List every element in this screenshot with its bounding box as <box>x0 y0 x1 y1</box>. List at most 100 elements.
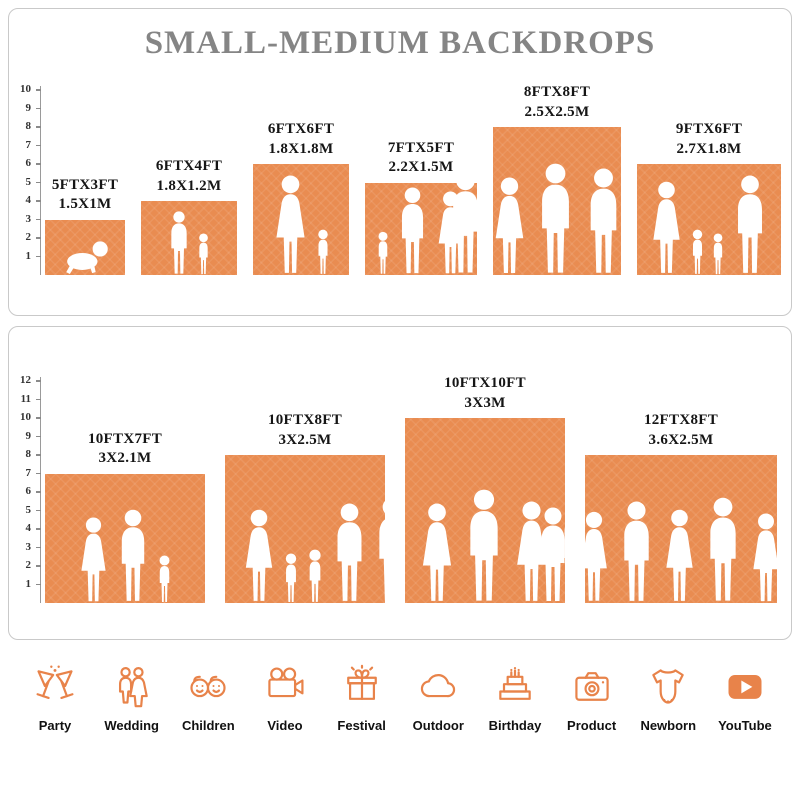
category-row: Party Wedding Children <box>0 664 800 733</box>
medium-large-panel: 1 2 3 4 5 6 7 8 9 10 11 12 10FTX7FT 3X2.… <box>8 326 800 640</box>
size-m: 1.8X1.8M <box>268 140 334 157</box>
size-ft: 7FTX5FT <box>387 139 455 156</box>
ruler-tick: 9 <box>13 430 41 456</box>
ruler-tick: 7 <box>13 139 41 165</box>
size-ft: 10FTX10FT <box>444 375 526 391</box>
small-medium-panel: SMALL-MEDIUM BACKDROPS 1 2 3 4 5 6 7 8 9… <box>8 8 792 316</box>
ruler-tick: 6 <box>13 157 41 183</box>
backdrop-bar <box>253 164 349 275</box>
backdrop-item-6x4: 6FTX4FT 1.8X1.2M <box>141 158 237 275</box>
backdrop-bar <box>637 164 781 275</box>
wedding-icon <box>118 667 148 708</box>
size-m: 1.8X1.2M <box>156 177 222 194</box>
category-outdoor: Outdoor <box>403 664 473 733</box>
ruler-tick: 8 <box>13 448 41 474</box>
ruler-tick: 4 <box>13 522 41 548</box>
size-m: 1.5X1M <box>58 196 112 212</box>
category-youtube: YouTube <box>710 664 780 733</box>
backdrop-size-label: 7FTX5FT 2.2X1.5M <box>388 139 454 178</box>
ruler-tick: 1 <box>13 578 41 604</box>
size-ft: 5FTX3FT <box>51 176 119 193</box>
category-label: YouTube <box>718 718 772 733</box>
backdrop-item-8x8: 8FTX8FT 2.5X2.5M <box>453 84 664 275</box>
size-m: 3X2.1M <box>98 450 152 466</box>
backdrop-size-label: 10FTX7FT 3X2.1M <box>88 430 162 469</box>
ruler-tick: 3 <box>13 541 41 567</box>
size-ft: 9FTX6FT <box>675 121 743 137</box>
ruler-tick: 11 <box>13 393 41 419</box>
ruler-tick: 2 <box>13 231 41 257</box>
category-product: Product <box>557 664 627 733</box>
backdrop-bar <box>141 201 237 275</box>
backdrop-bar <box>541 455 800 603</box>
size-m: 2.5X2.5M <box>524 103 590 120</box>
festival-icon <box>346 664 377 700</box>
mother-child-silhouette <box>270 175 333 275</box>
size-m: 3X2.5M <box>278 431 332 448</box>
category-label: Wedding <box>104 718 159 733</box>
ruler-tick: 3 <box>13 213 41 239</box>
family-silhouette <box>240 503 371 603</box>
category-label: Product <box>567 718 617 733</box>
category-label: Party <box>38 718 72 733</box>
backdrop-item-10x8: 10FTX8FT 3X2.5M <box>225 412 385 603</box>
family-silhouette <box>166 211 213 275</box>
backdrop-bar <box>379 418 591 603</box>
backdrop-bars-bottom: 10FTX7FT 3X2.1M 10FTX8FT 3X2.5M <box>45 375 800 603</box>
size-m: 3X3M <box>464 394 506 411</box>
ruler-tick: 9 <box>13 102 41 128</box>
backdrop-bar <box>45 473 205 603</box>
youtube-icon <box>728 675 762 699</box>
size-ft: 12FTX8FT <box>643 412 719 428</box>
baby-silhouette <box>60 239 110 275</box>
product-icon <box>574 672 609 701</box>
ruler-tick: 10 <box>13 83 41 109</box>
ruler-tick: 4 <box>13 194 41 220</box>
ruler-tick: 5 <box>13 176 41 202</box>
ruler-tick: 8 <box>13 120 41 146</box>
category-festival: Festival <box>327 664 397 733</box>
page-title: SMALL-MEDIUM BACKDROPS <box>144 25 656 61</box>
backdrop-size-label: 10FTX8FT 3X2.5M <box>268 411 342 450</box>
category-label: Outdoor <box>412 718 464 733</box>
backdrop-item-9x6: 9FTX6FT 2.7X1.8M <box>637 121 781 275</box>
size-ft: 10FTX8FT <box>267 412 343 428</box>
outdoor-icon <box>421 674 456 698</box>
category-video: Video <box>250 664 320 733</box>
category-wedding: Wedding <box>97 664 167 733</box>
size-ft: 8FTX8FT <box>523 84 591 100</box>
y-axis-ruler-bottom: 1 2 3 4 5 6 7 8 9 10 11 12 <box>13 374 41 604</box>
family-silhouette <box>647 175 771 275</box>
category-birthday: Birthday <box>480 664 550 733</box>
newborn-icon <box>652 669 685 704</box>
backdrop-item-12x8: 12FTX8FT 3.6X2.5M <box>541 412 800 603</box>
ruler-tick: 7 <box>13 467 41 493</box>
ruler-tick: 1 <box>13 250 41 276</box>
backdrop-item-10x7: 10FTX7FT 3X2.1M <box>45 431 205 603</box>
backdrop-size-label: 10FTX10FT 3X3M <box>444 374 526 413</box>
size-ft: 6FTX4FT <box>155 158 223 174</box>
category-label: Birthday <box>488 718 542 733</box>
size-ft: 6FTX6FT <box>267 121 335 137</box>
ruler-tick: 6 <box>13 485 41 511</box>
backdrop-size-label: 5FTX3FT 1.5X1M <box>52 176 118 215</box>
backdrop-item-5x3: 5FTX3FT 1.5X1M <box>45 177 125 275</box>
backdrop-item-6x6: 6FTX6FT 1.8X1.8M <box>253 121 349 275</box>
ruler-tick: 10 <box>13 411 41 437</box>
video-icon <box>268 667 304 698</box>
category-label: Children <box>181 718 235 733</box>
birthday-icon <box>499 667 531 700</box>
backdrop-size-label: 12FTX8FT 3.6X2.5M <box>644 411 718 450</box>
crowd-silhouette <box>533 497 800 603</box>
backdrop-size-label: 6FTX6FT 1.8X1.8M <box>268 120 334 159</box>
size-m: 2.7X1.8M <box>676 140 742 157</box>
family-silhouette <box>76 509 175 603</box>
ruler-tick: 5 <box>13 504 41 530</box>
category-label: Video <box>267 718 303 733</box>
party-icon <box>36 665 74 700</box>
category-label: Newborn <box>640 718 697 733</box>
backdrop-size-label: 9FTX6FT 2.7X1.8M <box>676 120 742 159</box>
children-icon <box>190 675 226 698</box>
backdrop-bar <box>453 127 664 275</box>
